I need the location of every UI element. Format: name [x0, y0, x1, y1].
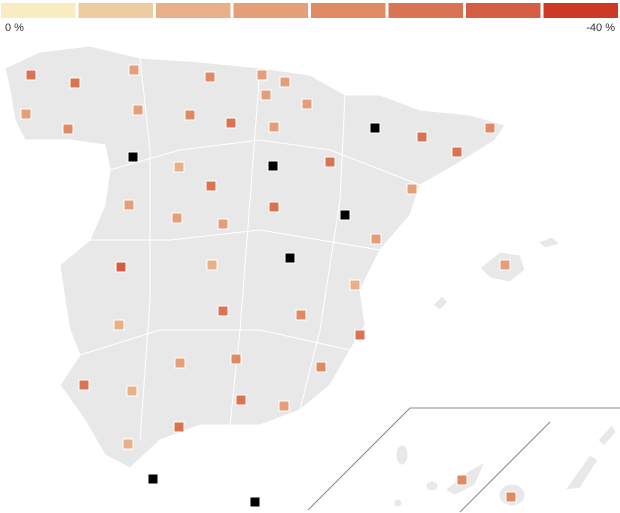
border — [79, 329, 351, 356]
legend-swatch — [1, 3, 76, 18]
province-marker — [78, 379, 90, 391]
border — [299, 94, 346, 411]
province-marker — [171, 212, 183, 224]
province-marker — [256, 69, 268, 81]
province-marker — [484, 122, 496, 134]
province-marker — [174, 357, 186, 369]
province-marker — [268, 121, 280, 133]
border — [139, 57, 151, 441]
province-marker — [173, 161, 185, 173]
inset-line — [459, 421, 551, 513]
province-marker — [147, 473, 159, 485]
province-marker — [260, 89, 272, 101]
province-marker — [25, 69, 37, 81]
province-marker — [339, 209, 351, 221]
island — [393, 498, 403, 508]
province-marker — [128, 64, 140, 76]
province-marker — [369, 122, 381, 134]
fuerteventura — [563, 454, 599, 491]
province-marker — [315, 361, 327, 373]
island — [425, 480, 439, 492]
province-marker — [416, 131, 428, 143]
province-marker — [69, 77, 81, 89]
province-marker — [217, 218, 229, 230]
province-marker — [62, 123, 74, 135]
province-marker — [279, 76, 291, 88]
legend-swatch — [388, 3, 463, 18]
border — [109, 139, 421, 186]
legend-swatch — [156, 3, 231, 18]
menorca — [537, 236, 562, 249]
province-marker — [456, 474, 468, 486]
legend-swatch — [78, 3, 153, 18]
province-marker — [354, 329, 366, 341]
province-marker — [278, 400, 290, 412]
province-marker — [406, 183, 418, 195]
inset-line — [307, 407, 620, 511]
province-marker — [122, 438, 134, 450]
province-marker — [301, 98, 313, 110]
province-marker — [225, 117, 237, 129]
province-marker — [206, 259, 218, 271]
province-marker — [284, 252, 296, 264]
province-marker — [113, 319, 125, 331]
province-marker — [20, 108, 32, 120]
island — [395, 444, 409, 466]
province-marker — [267, 160, 279, 172]
province-marker — [268, 201, 280, 213]
province-marker — [205, 180, 217, 192]
province-marker — [217, 305, 229, 317]
province-marker — [184, 109, 196, 121]
legend-min-label: 0 % — [5, 22, 24, 34]
province-marker — [451, 146, 463, 158]
lanzarote — [597, 424, 617, 447]
province-marker — [132, 104, 144, 116]
province-marker — [349, 279, 361, 291]
province-marker — [505, 491, 517, 503]
province-marker — [235, 394, 247, 406]
province-marker — [499, 259, 511, 271]
legend-max-label: -40 % — [586, 22, 615, 34]
ibiza — [432, 295, 449, 311]
province-marker — [230, 353, 242, 365]
province-marker — [123, 199, 135, 211]
border — [229, 67, 261, 426]
province-marker — [249, 496, 261, 508]
peninsula — [4, 45, 506, 469]
border — [90, 229, 381, 251]
province-marker — [126, 385, 138, 397]
province-marker — [115, 261, 127, 273]
province-marker — [173, 421, 185, 433]
legend-swatch — [233, 3, 308, 18]
legend-swatch — [311, 3, 386, 18]
province-marker — [204, 71, 216, 83]
legend-swatch — [466, 3, 541, 18]
province-marker — [324, 156, 336, 168]
legend-swatch — [543, 3, 618, 18]
province-marker — [370, 233, 382, 245]
province-marker — [295, 309, 307, 321]
land — [4, 45, 617, 508]
canary-inset-frame — [307, 407, 620, 513]
province-marker — [127, 151, 139, 163]
